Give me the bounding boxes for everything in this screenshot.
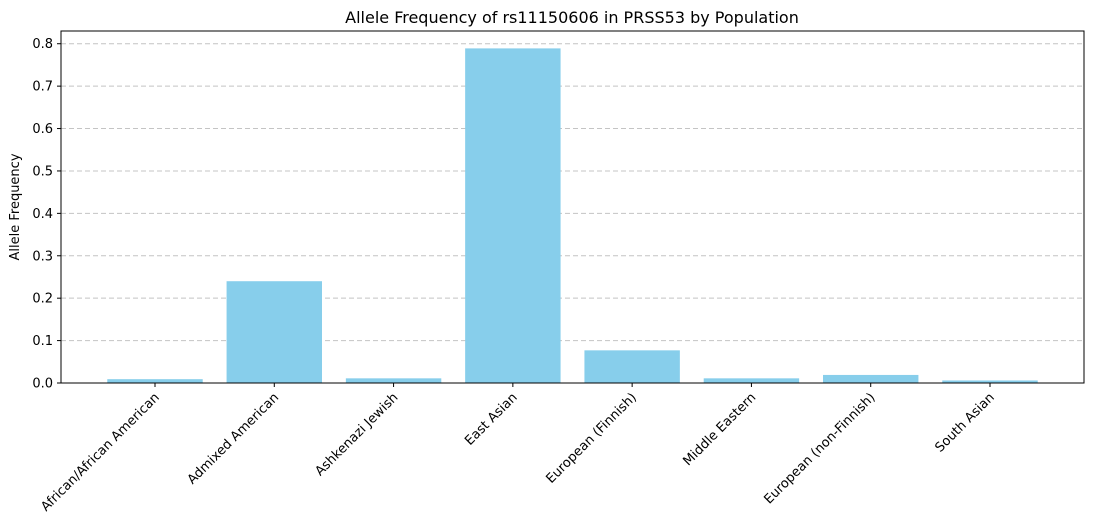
bar-middle-eastern	[703, 378, 800, 383]
y-tick-label: 0.5	[32, 164, 53, 179]
y-tick-label: 0.6	[32, 122, 53, 137]
y-tick-label: 0.1	[32, 334, 53, 349]
bars	[107, 48, 1038, 384]
y-tick-label: 0.7	[32, 80, 53, 95]
y-axis-ticks: 0.0 0.1 0.2 0.3 0.4 0.5 0.6 0.7 0.8	[32, 37, 61, 392]
y-tick-label: 0.2	[32, 292, 53, 307]
bar-european-finnish	[584, 350, 680, 383]
y-tick-label: 0.3	[32, 249, 53, 264]
bar-african-african-american	[107, 379, 203, 383]
bar-european-non-finnish	[823, 374, 919, 383]
chart-title: Allele Frequency of rs11150606 in PRSS53…	[345, 8, 799, 27]
plot-frame	[60, 30, 1085, 384]
y-axis-label: Allele Frequency	[8, 153, 23, 260]
bar-ashkenazi-jewish	[345, 378, 442, 383]
bar-east-asian	[465, 48, 561, 384]
y-tick-label: 0.8	[32, 37, 53, 52]
y-tick-label: 0.4	[32, 207, 53, 222]
bar-south-asian	[942, 380, 1038, 383]
bar-admixed-american	[226, 281, 322, 383]
y-tick-label: 0.0	[32, 377, 53, 392]
